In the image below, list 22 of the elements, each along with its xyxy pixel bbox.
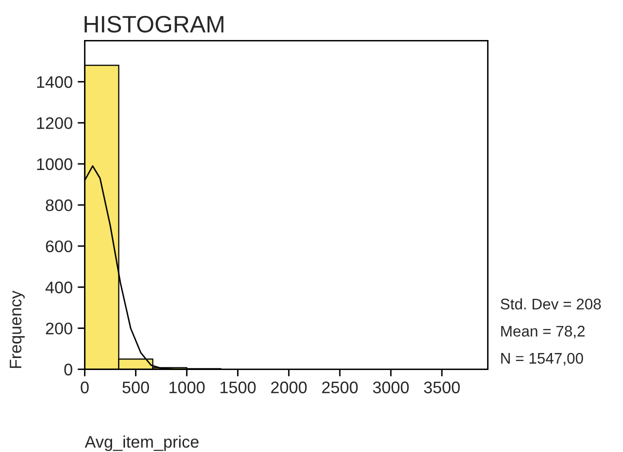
x-tick-label: 2000 [271, 382, 307, 394]
y-tick-label: 0 [64, 364, 72, 376]
y-axis-title: Frequency [10, 290, 25, 368]
x-tick-label: 1000 [170, 382, 205, 394]
x-tick-label: 0 [80, 382, 89, 394]
x-axis-title: Avg_item_price [84, 436, 199, 452]
x-tick-label: 3000 [372, 382, 409, 394]
x-tick-label: 1500 [220, 382, 256, 394]
x-tick-label: 500 [122, 382, 150, 394]
y-tick-label: 1200 [37, 117, 72, 130]
x-tick-label: 2500 [322, 382, 358, 394]
y-tick-label: 600 [46, 240, 72, 252]
y-tick-label: 200 [46, 322, 72, 334]
text: N = 1547,00 [501, 352, 584, 366]
text: Mean = 78,2 [501, 326, 585, 338]
y-tick-label: 400 [46, 282, 72, 294]
y-tick-label: 800 [46, 199, 72, 212]
chart-title: HISTOGRAM [84, 16, 224, 33]
x-tick-label: 3500 [424, 382, 460, 394]
y-tick-label: 1400 [37, 76, 72, 88]
y-tick-label: 1000 [37, 158, 72, 170]
text: Std. Dev = 208 [500, 298, 601, 310]
